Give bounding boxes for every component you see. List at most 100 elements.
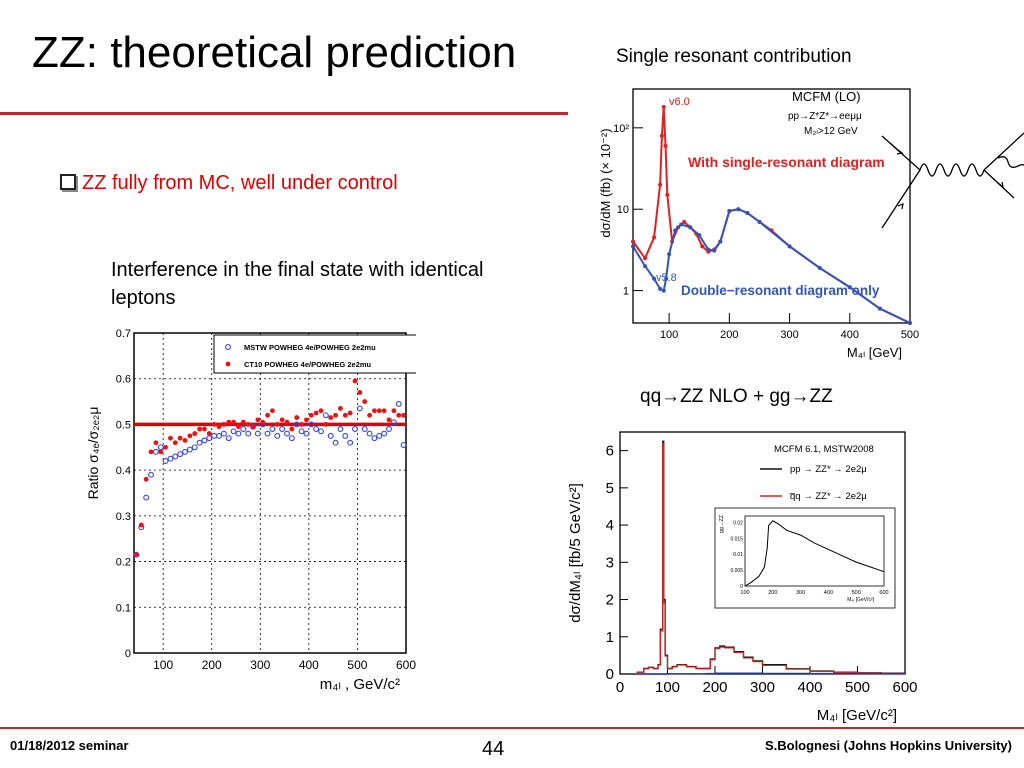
ct10-data-point [163,444,168,450]
ct10-data-point [216,424,222,430]
inset-x-tick-label: 100 [740,590,749,596]
x-tick-label: 100 [655,679,680,696]
mstw-data-point [288,435,295,442]
mstw-data-point [371,435,378,442]
ct10-data-point [381,408,387,414]
y-tick-label: 5 [606,480,614,497]
ct10-data-point [318,408,324,414]
ct10-data-point [134,552,139,558]
mstw-data-point [356,405,363,412]
y-axis-label: dσ/dM₄ₗ [fb/5 GeV/c²] [567,483,584,623]
ct10-data-point [202,426,207,432]
x-tick-label: 300 [780,329,798,341]
mstw-data-point [201,437,208,444]
inset-x-tick-label: 400 [824,590,833,596]
inset-x-axis-label: M₄ₗ [GeV/c²] [847,597,874,603]
ct10-data-point [323,422,329,427]
x-tick-label: 300 [250,658,270,672]
ct10-data-point [274,422,280,427]
mstw-data-point [269,426,276,432]
ct10-data-point [328,415,334,420]
double-resonant-point [727,209,732,214]
mstw-data-point [390,419,397,426]
ct10-data-point [192,431,198,436]
inset-x-tick-label: 200 [768,590,777,596]
ct10-data-point [245,422,251,427]
x-tick-label: 400 [299,658,319,672]
mstw-data-point [381,430,388,437]
interference-caption: Interference in the final state with ide… [111,259,484,309]
mstw-data-point [308,421,315,428]
x-tick-label: 500 [845,679,870,696]
mstw-data-point [400,442,407,448]
annotation: MCFM 6.1, MSTW2008 [774,444,874,455]
y-axis-label: Ratio σ₄ₑ/σ₂ₑ₂μ [85,407,101,500]
ct10-data-point [338,406,343,411]
x-tick-label: 400 [841,329,859,341]
single-resonant-point [665,192,670,197]
y-tick-label: 4 [606,517,614,534]
mstw-data-point [274,432,281,439]
footer-divider [0,727,1024,729]
ct10-data-point [391,408,397,414]
legend-label: q̅q → ZZ* → 2e2μ [789,491,866,502]
x-tick-label: 200 [720,329,738,341]
single-resonant-plot: 100 200 300 400 500 1 10 10² With single-resonan… [598,88,919,360]
mstw-data-point [313,426,320,432]
y-tick-label: 0.7 [116,328,131,340]
ct10-data-point [240,419,246,425]
ct10-data-point [168,435,173,441]
double-resonant-point [847,285,852,290]
ct10-data-point [289,426,295,432]
inset-y-tick-label: 0.02 [733,520,743,526]
annotation: v6.0 [669,96,690,108]
mstw-data-point [220,430,227,437]
ct10-data-point [148,449,154,455]
mstw-data-point [318,428,324,435]
double-resonant-point [697,233,702,238]
series-label: With single-resonant diagram [688,154,885,170]
double-resonant-point [631,244,635,249]
mstw-data-point [186,446,193,453]
mstw-data-point [240,426,247,432]
checkbox-bullet-icon [60,174,76,190]
legend-box [213,334,416,374]
ct10-data-point [255,417,261,423]
single-resonant-point [631,239,635,244]
inset-x-tick-label: 300 [796,590,805,596]
mstw-data-point [143,494,150,501]
mstw-data-point [235,430,242,437]
double-resonant-point [908,321,912,325]
page-number: 44 [482,738,505,760]
x-tick-label: 600 [892,679,917,696]
ct10-data-point [347,410,353,416]
mstw-data-point [327,432,334,439]
double-resonant-point [757,219,762,224]
bullet-point: ZZ fully from MC, well under control [60,172,398,195]
ct10-data-point [352,378,358,384]
qq-caption: qq→ZZ NLO + gg→ZZ [640,386,833,407]
single-resonant-point [663,143,668,148]
ct10-data-point [357,390,363,395]
inset-x-tick-label: 600 [879,590,888,596]
ct10-data-point [177,435,183,441]
mstw-data-point [347,439,354,446]
ct10-data-point [172,440,178,446]
inset-y-axis-label: gg→ZZ [719,514,725,533]
annotation: pp→Z*Z*→eeμμ [788,111,862,122]
footer-date: 01/18/2012 seminar [10,738,129,753]
mstw-data-point [152,448,159,455]
x-tick-label: 400 [797,679,822,696]
title-divider [0,112,568,115]
ct10-data-point [294,415,300,420]
single-resonant-caption: Single resonant contribution [616,46,852,67]
ct10-data-point [367,412,372,418]
inset-y-tick-label: 0.01 [733,552,743,558]
x-tick-label: 300 [750,679,775,696]
plot-frame [632,88,911,324]
mstw-data-point [298,428,305,435]
ct10-data-point [226,419,232,425]
ct10-data-point [197,426,202,432]
y-tick-label: 0.6 [116,374,131,386]
